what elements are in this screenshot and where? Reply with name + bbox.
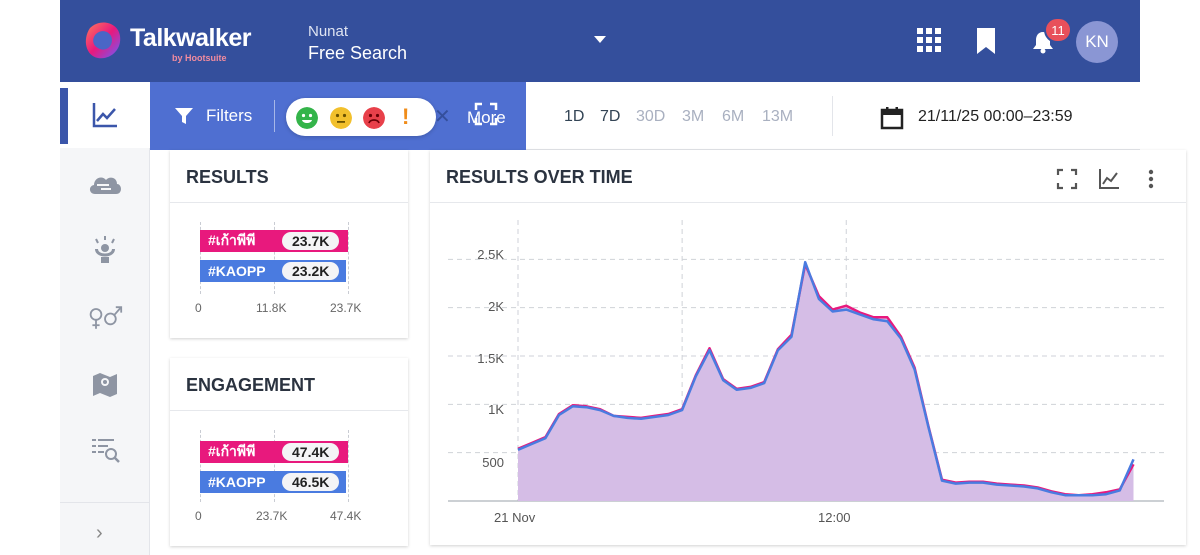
- funnel-icon: [175, 108, 193, 124]
- filter-divider: [274, 100, 275, 132]
- top-header: Talkwalker by Hootsuite Nunat Free Searc…: [60, 0, 1140, 82]
- time-range-bar: 1D 7D 30D 3M 6M 13M 21/11/25 00:00–23:59: [526, 82, 1140, 150]
- trend-chart-icon: [87, 97, 123, 133]
- positive-sentiment-icon[interactable]: [296, 107, 318, 129]
- axis-tick: 0: [195, 509, 202, 523]
- gender-icon[interactable]: [87, 300, 123, 336]
- sidebar: ›: [60, 82, 150, 555]
- range-3m: 3M: [682, 108, 705, 125]
- date-range-text[interactable]: 21/11/25 00:00–23:59: [918, 108, 1073, 125]
- card-divider: [430, 202, 1186, 203]
- influencer-icon[interactable]: [87, 232, 123, 268]
- notification-badge[interactable]: 11: [1044, 17, 1072, 43]
- bar-label: #KAOPP: [208, 263, 266, 279]
- axis-tick: 23.7K: [330, 301, 362, 315]
- time-divider: [832, 96, 833, 136]
- grid-line: [200, 222, 201, 294]
- x-tick-label: 12:00: [818, 510, 851, 525]
- sidebar-expand-icon[interactable]: ›: [96, 522, 103, 544]
- engagement-title: ENGAGEMENT: [186, 375, 316, 395]
- engagement-value-gaopp: 47.4K: [282, 443, 340, 461]
- range-7d[interactable]: 7D: [600, 108, 621, 125]
- range-1d[interactable]: 1D: [564, 108, 585, 125]
- y-tick-label: 500: [482, 455, 504, 470]
- axis-tick: 23.7K: [256, 509, 288, 523]
- fullscreen-icon[interactable]: [1056, 168, 1078, 190]
- filters-label: Filters: [206, 106, 253, 125]
- remove-filter-icon[interactable]: ✕: [434, 106, 451, 128]
- filter-bar: Filters More: [150, 82, 526, 150]
- engagement-value-kaopp: 46.5K: [282, 473, 340, 491]
- negative-sentiment-icon[interactable]: [363, 107, 385, 129]
- apps-grid-icon[interactable]: [916, 27, 942, 53]
- bar-label: #เก้าพีพี: [208, 443, 256, 459]
- sidebar-item-trends[interactable]: [60, 82, 150, 148]
- project-label: Nunat: [308, 23, 349, 40]
- engagement-card: ENGAGEMENT #เก้าพีพี 47.4K #KAOPP 46.5K …: [170, 358, 408, 546]
- active-indicator: [60, 88, 68, 144]
- grid-line: [274, 430, 275, 502]
- y-tick-label: 2.5K: [477, 247, 504, 262]
- focus-frame-icon[interactable]: [474, 102, 498, 126]
- avatar[interactable]: KN: [1076, 21, 1118, 63]
- range-6m: 6M: [722, 108, 745, 125]
- brand-name: Talkwalker: [130, 24, 252, 52]
- results-title: RESULTS: [186, 167, 269, 187]
- brand-subtitle: by Hootsuite: [172, 53, 227, 63]
- bar-label: #เก้าพีพี: [208, 232, 256, 248]
- chart-type-icon[interactable]: [1098, 168, 1120, 190]
- range-30d: 30D: [636, 108, 666, 125]
- results-over-time-card: RESULTS OVER TIME 2.5K 2K 1.5K 1K 500 21…: [430, 150, 1186, 545]
- sidebar-divider: [60, 502, 150, 503]
- talkwalker-logo-icon[interactable]: [82, 18, 124, 62]
- project-title[interactable]: Free Search: [308, 43, 408, 63]
- axis-tick: 47.4K: [330, 509, 362, 523]
- grid-line: [348, 430, 349, 502]
- grid-line: [348, 222, 349, 294]
- x-tick-label: 21 Nov: [494, 510, 536, 525]
- project-dropdown-icon[interactable]: [594, 36, 606, 43]
- neutral-sentiment-icon[interactable]: [330, 107, 352, 129]
- results-over-time-title: RESULTS OVER TIME: [446, 167, 633, 187]
- more-options-icon[interactable]: [1146, 168, 1156, 190]
- results-over-time-chart[interactable]: [430, 150, 1186, 545]
- grid-line: [274, 222, 275, 294]
- bookmark-icon[interactable]: [976, 27, 996, 55]
- card-divider: [170, 410, 408, 411]
- y-tick-label: 1.5K: [477, 351, 504, 366]
- series-area: [518, 264, 1134, 501]
- search-list-icon[interactable]: [87, 432, 123, 468]
- results-value-kaopp: 23.2K: [282, 262, 340, 280]
- series-line-kaopp[interactable]: [517, 260, 1135, 497]
- y-tick-label: 2K: [488, 299, 504, 314]
- cloud-icon[interactable]: [87, 166, 123, 202]
- y-tick-label: 1K: [488, 402, 504, 417]
- results-value-gaopp: 23.7K: [282, 232, 340, 250]
- axis-tick: 0: [195, 301, 202, 315]
- card-divider: [170, 202, 408, 203]
- axis-tick: 11.8K: [256, 301, 287, 315]
- filters-button[interactable]: Filters: [174, 106, 252, 126]
- bar-label: #KAOPP: [208, 474, 266, 490]
- calendar-icon[interactable]: [880, 106, 904, 130]
- unknown-sentiment-icon[interactable]: !: [402, 104, 410, 129]
- grid-line: [200, 430, 201, 502]
- results-card: RESULTS #เก้าพีพี 23.7K #KAOPP 23.2K 0 1…: [170, 150, 408, 338]
- range-13m: 13M: [762, 108, 794, 125]
- map-icon[interactable]: [87, 367, 123, 403]
